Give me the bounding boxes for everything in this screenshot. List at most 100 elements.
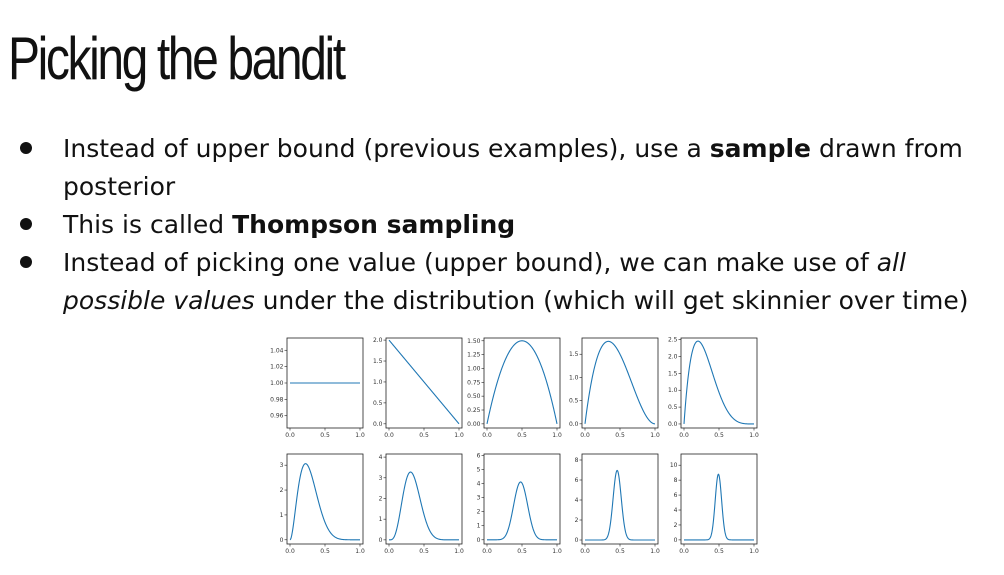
x-tick-label: 1.0 [355, 548, 365, 555]
x-tick-label: 0.0 [384, 432, 394, 439]
y-tick-label: 6 [575, 477, 579, 484]
plot-frame [581, 453, 659, 545]
y-tick-label: 2 [379, 495, 383, 502]
density-curve [486, 340, 558, 424]
y-tick-label: 0.0 [569, 421, 579, 428]
x-tick-label: 1.0 [749, 432, 759, 439]
y-tick-label: 1.00 [467, 365, 481, 372]
bullet-list: Instead of upper bound (previous example… [20, 130, 1000, 320]
plot-2: 0.0 0.5 1.0 0.0 0.5 1.0 1.5 2.0 [373, 337, 464, 439]
bullet-dot-icon [20, 256, 32, 268]
density-curve [683, 473, 755, 541]
bullet-dot-icon [20, 218, 32, 230]
x-tick-label: 0.0 [482, 548, 492, 555]
density-curve [584, 469, 656, 541]
y-tick-label: 1 [280, 512, 284, 519]
plot-10: 0.0 0.5 1.0 0 2 4 6 8 10 [670, 453, 759, 555]
plot-5: 0.0 0.5 1.0 0.0 0.5 1.0 1.5 2.0 2.5 [668, 337, 759, 439]
y-tick-label: 3 [477, 495, 481, 502]
y-tick-label: 0 [575, 537, 579, 544]
bullet-text: Instead of upper bound (previous example… [63, 134, 710, 163]
y-tick-label: 0.5 [668, 404, 678, 411]
bullet-item: This is called Thompson sampling [20, 206, 1000, 244]
density-curve [486, 481, 558, 541]
y-tick-label: 3 [280, 462, 284, 469]
y-tick-label: 0.00 [467, 421, 481, 428]
y-tick-label: 0.25 [467, 407, 481, 414]
x-tick-label: 0.5 [517, 432, 527, 439]
x-tick-label: 1.0 [650, 548, 660, 555]
x-tick-label: 1.0 [552, 432, 562, 439]
y-tick-label: 0.5 [569, 398, 579, 405]
plot-grid-svg: 0.0 0.5 1.00.960.981.001.021.040.0 0.5 1.00.… [270, 337, 759, 555]
x-tick-label: 0.5 [320, 432, 330, 439]
y-tick-label: 2 [575, 517, 579, 524]
density-curve [388, 471, 460, 541]
plot-7: 0.0 0.5 1.0 0 1 2 3 4 [379, 453, 464, 555]
y-tick-label: 4 [674, 507, 678, 514]
x-tick-label: 0.0 [482, 432, 492, 439]
y-tick-label: 1.50 [467, 338, 481, 345]
y-tick-label: 0.50 [467, 393, 481, 400]
bullet-text: Instead of picking one value (upper boun… [63, 248, 877, 277]
plot-1: 0.0 0.5 1.0 0.96 0.98 1.00 1.02 1.04 [270, 337, 365, 439]
plot-3: 0.0 0.5 1.0 0.00 0.25 0.50 0.75 1.00 1.25 1.50 [467, 337, 562, 439]
x-tick-label: 0.0 [580, 432, 590, 439]
y-tick-label: 0.98 [270, 396, 284, 403]
plot-4: 0.0 0.5 1.0 0.0 0.5 1.0 1.5 [569, 337, 660, 439]
y-tick-label: 10 [670, 462, 678, 469]
bullet-dot-icon [20, 142, 32, 154]
plot-frame [483, 337, 561, 429]
x-tick-label: 0.0 [285, 432, 295, 439]
y-tick-label: 0 [477, 537, 481, 544]
y-tick-label: 1.02 [270, 364, 284, 371]
y-tick-label: 1 [477, 523, 481, 530]
density-curve [683, 340, 755, 425]
slide-title: Picking the bandit [8, 25, 346, 92]
y-tick-label: 1.04 [270, 347, 284, 354]
y-tick-label: 2.5 [668, 337, 678, 344]
bullet-text: under the distribution (which will get s… [254, 286, 969, 315]
x-tick-label: 0.5 [419, 432, 429, 439]
x-tick-label: 0.0 [580, 548, 590, 555]
x-tick-label: 0.0 [384, 548, 394, 555]
plot-frame [581, 337, 659, 429]
x-tick-label: 0.0 [679, 548, 689, 555]
x-tick-label: 1.0 [454, 432, 464, 439]
y-tick-label: 1.00 [270, 380, 284, 387]
x-tick-label: 0.5 [714, 548, 724, 555]
x-tick-label: 0.5 [714, 432, 724, 439]
plot-9: 0.0 0.5 1.0 0 2 4 6 8 [575, 453, 660, 555]
bullet-italic-text: all possible values [63, 248, 906, 315]
density-curve [388, 339, 460, 425]
x-tick-label: 1.0 [749, 548, 759, 555]
y-tick-label: 4 [379, 454, 383, 461]
y-tick-label: 2 [477, 509, 481, 516]
density-curve [289, 463, 361, 541]
plot-6: 0.0 0.5 1.0 0 1 2 3 [280, 453, 365, 555]
plot-frame [483, 453, 561, 545]
plot-frame [385, 453, 463, 545]
y-tick-label: 2 [280, 487, 284, 494]
y-tick-label: 0 [280, 537, 284, 544]
x-tick-label: 0.0 [679, 432, 689, 439]
bullet-bold-text: sample [709, 134, 812, 163]
y-tick-label: 1.5 [569, 351, 579, 358]
y-tick-label: 1.5 [668, 370, 678, 377]
y-tick-label: 4 [575, 497, 579, 504]
x-tick-label: 0.5 [517, 548, 527, 555]
y-tick-label: 4 [477, 481, 481, 488]
x-tick-label: 1.0 [552, 548, 562, 555]
y-tick-label: 1.0 [569, 374, 579, 381]
y-tick-label: 0.96 [270, 413, 284, 420]
bullet-item: Instead of upper bound (previous example… [20, 130, 1000, 206]
density-curve [584, 340, 656, 425]
y-tick-label: 2.0 [668, 354, 678, 361]
y-tick-label: 1.5 [373, 358, 383, 365]
y-tick-label: 5 [477, 466, 481, 473]
y-tick-label: 1.0 [668, 387, 678, 394]
y-tick-label: 1.25 [467, 352, 481, 359]
y-tick-label: 1.0 [373, 379, 383, 386]
x-tick-label: 1.0 [650, 432, 660, 439]
y-tick-label: 3 [379, 475, 383, 482]
